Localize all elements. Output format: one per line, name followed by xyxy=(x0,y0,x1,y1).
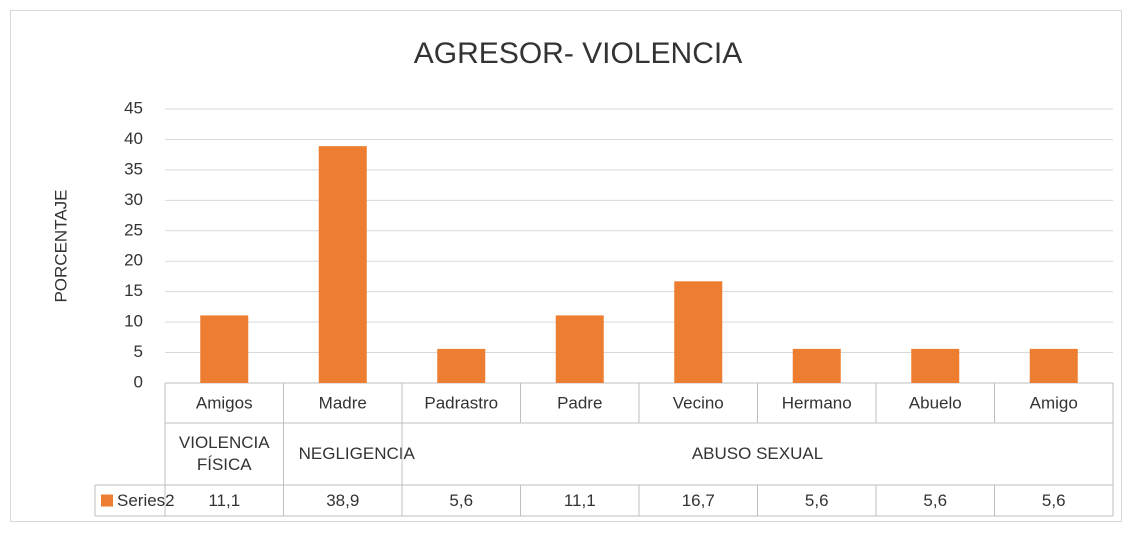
y-tick-label: 40 xyxy=(124,129,143,148)
group-label-box: ABUSO SEXUAL xyxy=(691,444,824,463)
chart-title: AGRESOR- VIOLENCIA xyxy=(414,37,742,70)
legend-label: Series2 xyxy=(117,491,175,510)
bar xyxy=(911,348,960,383)
x-tick-label: Madre xyxy=(319,393,367,412)
data-table-value: 5,6 xyxy=(1042,491,1066,510)
data-table-value: 38,9 xyxy=(326,491,359,510)
bar xyxy=(318,146,367,383)
data-table-value: 11,1 xyxy=(564,491,596,510)
bar xyxy=(437,348,486,383)
data-table-value: 5,6 xyxy=(923,491,947,510)
y-tick-label: 35 xyxy=(124,159,143,178)
y-tick-label: 0 xyxy=(134,372,143,391)
group-label: ABUSO SEXUAL xyxy=(691,444,824,463)
y-axis-label: PORCENTAJE xyxy=(51,189,70,302)
y-tick-label: 30 xyxy=(124,190,143,209)
y-tick-label: 45 xyxy=(124,98,143,117)
data-table-value: 5,6 xyxy=(805,491,829,510)
bar xyxy=(674,281,723,383)
group-label-box: NEGLIGENCIA xyxy=(298,444,415,463)
chart-frame xyxy=(10,10,1122,522)
x-tick-label: Padrastro xyxy=(424,393,498,412)
x-tick-label: Hermano xyxy=(782,393,852,412)
data-table-value: 11,1 xyxy=(208,491,240,510)
y-tick-label: 5 xyxy=(134,342,143,361)
x-tick-label: Amigo xyxy=(1030,393,1078,412)
data-table-value: 5,6 xyxy=(449,491,473,510)
bar xyxy=(792,348,841,383)
y-tick-label: 20 xyxy=(124,251,143,270)
x-tick-label: Abuelo xyxy=(909,393,962,412)
legend-swatch xyxy=(101,494,113,507)
x-tick-label: Amigos xyxy=(196,393,253,412)
bar xyxy=(1029,348,1078,383)
bar xyxy=(200,315,249,383)
data-table-value: 16,7 xyxy=(682,491,715,510)
bar xyxy=(555,315,604,383)
x-tick-label: Vecino xyxy=(673,393,724,412)
y-tick-label: 25 xyxy=(124,220,143,239)
x-tick-label: Padre xyxy=(557,393,602,412)
group-label: NEGLIGENCIA xyxy=(298,444,415,463)
group-label-box: VIOLENCIA FÍSICA xyxy=(178,433,270,474)
y-tick-label: 15 xyxy=(124,281,143,300)
group-label: VIOLENCIA FÍSICA xyxy=(178,433,270,474)
y-tick-label: 10 xyxy=(124,312,143,331)
